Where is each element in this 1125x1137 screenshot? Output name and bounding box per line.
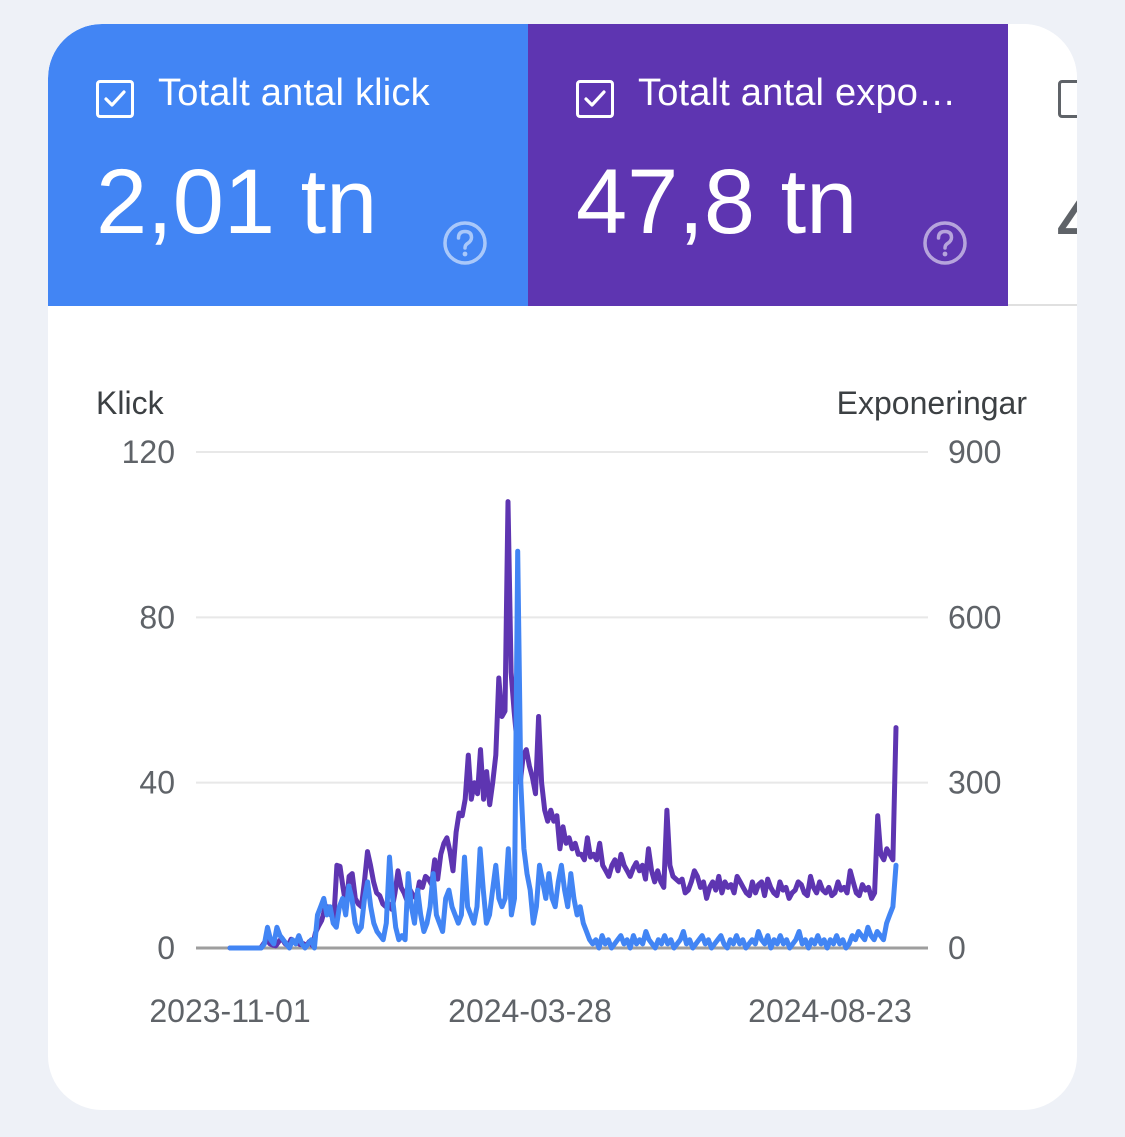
impressions-label: Totalt antal expo… (638, 72, 957, 114)
metric-tiles: Totalt antal klick 2,01 tn Totalt antal … (48, 24, 1077, 306)
clicks-value: 2,01 tn (96, 151, 378, 253)
impressions-value: 47,8 tn (576, 151, 858, 253)
y-tick-left: 120 (122, 434, 175, 470)
y-tick-right: 900 (948, 434, 1001, 470)
x-tick-label: 2023-11-01 (149, 993, 310, 1029)
performance-card: Totalt antal klick 2,01 tn Totalt antal … (48, 24, 1077, 1110)
impressions-series-line (227, 499, 899, 951)
performance-chart: Klick Exponeringar 120 900 80 600 40 300 0 0 2023-… (48, 306, 1077, 1110)
help-icon[interactable] (922, 220, 968, 266)
line-chart: Klick Exponeringar 120 900 80 600 40 300 0 0 2023-… (96, 385, 1028, 1029)
y-tick-right: 300 (948, 765, 1001, 801)
impressions-metric-tile[interactable]: Totalt antal expo… 47,8 tn (528, 24, 1008, 306)
y-tick-right: 0 (948, 930, 966, 966)
y-tick-left: 0 (157, 930, 175, 966)
y-tick-right: 600 (948, 599, 1001, 635)
checkmark-icon (584, 90, 606, 107)
clicks-label: Totalt antal klick (158, 72, 430, 114)
x-tick-label: 2024-03-28 (448, 993, 612, 1029)
y-axis-right-title: Exponeringar (837, 385, 1028, 421)
clicks-series-line (227, 548, 899, 951)
ctr-value-clipped: 4 (1056, 174, 1077, 234)
help-icon[interactable] (442, 220, 488, 266)
impressions-checkbox[interactable] (576, 80, 614, 118)
y-tick-left: 80 (139, 599, 175, 635)
y-axis-left-title: Klick (96, 385, 165, 421)
ctr-metric-tile[interactable]: 4 (1008, 24, 1077, 306)
x-tick-label: 2024-08-23 (748, 993, 912, 1029)
clicks-checkbox[interactable] (96, 80, 134, 118)
ctr-checkbox[interactable] (1058, 80, 1077, 118)
y-tick-left: 40 (139, 765, 175, 801)
checkmark-icon (104, 90, 126, 107)
clicks-metric-tile[interactable]: Totalt antal klick 2,01 tn (48, 24, 528, 306)
